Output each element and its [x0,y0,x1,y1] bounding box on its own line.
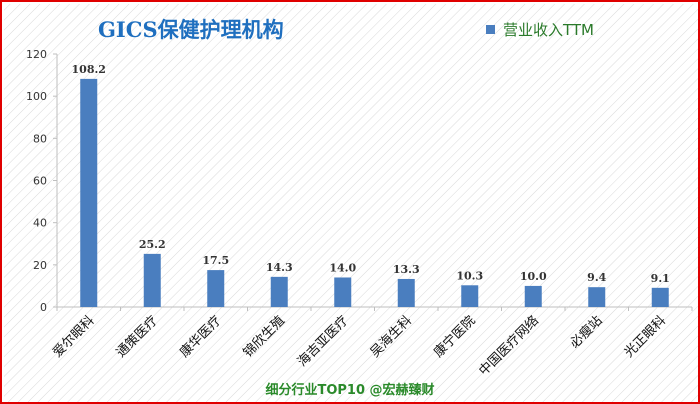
y-tick-label: 20 [33,259,47,272]
bar [397,278,415,307]
y-tick-label: 40 [33,217,47,230]
data-label: 13.3 [393,263,420,276]
y-tick-label: 80 [33,132,47,145]
data-label: 14.0 [329,261,356,274]
chart-background [4,4,698,402]
chart-title: GICS保健护理机构 [98,17,284,42]
bar [270,276,288,307]
y-tick-label: 60 [33,175,47,188]
bar [651,287,669,307]
legend-swatch [486,25,495,34]
bar [334,277,352,307]
data-label: 9.1 [651,272,670,285]
bar [524,285,542,307]
chart-legend: 营业收入TTM [486,19,594,40]
y-tick-label: 0 [40,301,47,314]
bar [80,78,98,308]
data-label: 10.3 [456,269,483,282]
data-label: 9.4 [587,271,606,284]
legend-label: 营业收入TTM [503,21,595,39]
bar [588,287,606,307]
data-label: 108.2 [72,63,106,76]
y-tick-label: 120 [26,48,47,61]
data-label: 14.3 [266,261,293,274]
bar [461,285,479,307]
data-label: 10.0 [520,270,547,283]
data-label: 17.5 [202,254,229,267]
y-tick-label: 100 [26,90,47,103]
footer-caption: 细分行业TOP10 @宏赫臻财 [265,383,435,398]
data-label: 25.2 [139,238,166,251]
bar [207,270,225,307]
bar [143,253,161,307]
